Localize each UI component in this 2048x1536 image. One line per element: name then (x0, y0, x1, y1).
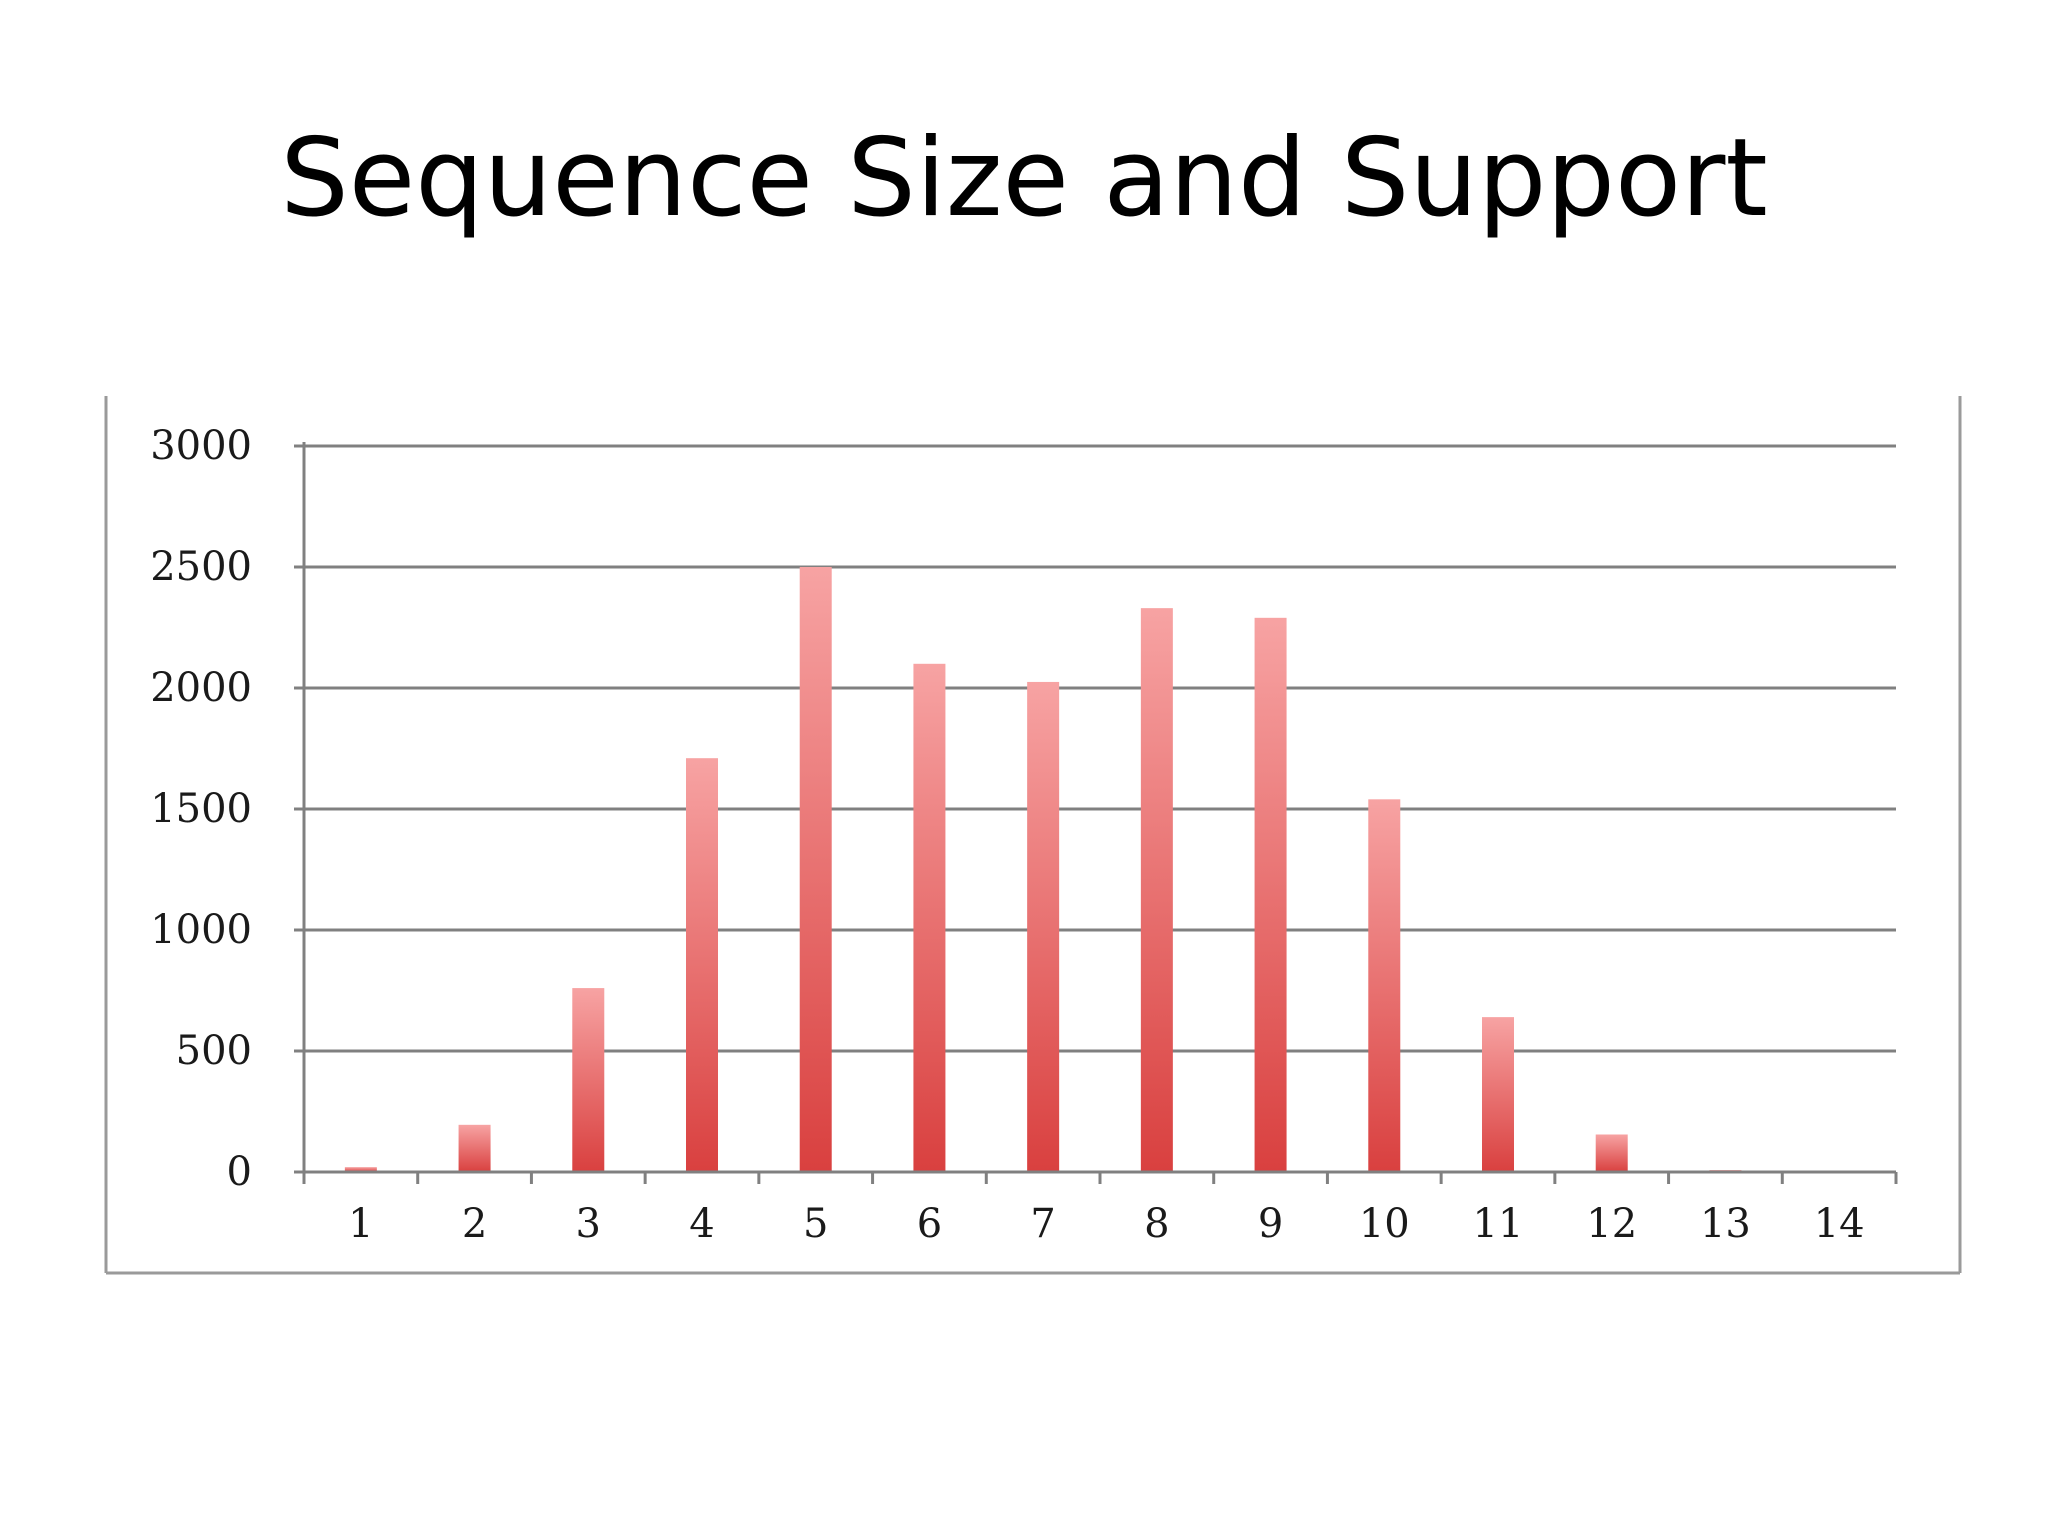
y-tick-labels: 0 500 1000 1500 2000 2500 3000 (150, 423, 252, 1195)
bar-2 (458, 1124, 491, 1172)
bar-7 (1027, 681, 1060, 1172)
bar-6 (913, 663, 946, 1172)
bar-12 (1595, 1134, 1628, 1172)
x-tick-label: 1 (348, 1201, 373, 1247)
y-tick-label: 2500 (150, 544, 252, 590)
x-tick-label: 13 (1700, 1201, 1751, 1247)
axes (302, 442, 1898, 1184)
gridlines (294, 444, 1896, 1174)
x-tick-labels: 1 2 3 4 5 6 7 8 9 10 11 12 13 14 (348, 1201, 1864, 1247)
bar-9 (1254, 617, 1287, 1172)
x-tick-label: 6 (917, 1201, 942, 1247)
x-tick-label: 9 (1258, 1201, 1283, 1247)
bar-5 (799, 567, 832, 1172)
bar-10 (1368, 799, 1401, 1172)
x-tick-label: 12 (1586, 1201, 1637, 1247)
slide-title: Sequence Size and Support (280, 116, 1768, 241)
y-tick-label: 2000 (150, 665, 252, 711)
x-tick-label: 5 (803, 1201, 828, 1247)
x-tick-label: 2 (462, 1201, 487, 1247)
bar-4 (686, 758, 718, 1172)
bars (344, 567, 1856, 1172)
x-tick-label: 3 (576, 1201, 601, 1247)
y-tick-label: 500 (176, 1028, 252, 1074)
bar-11 (1482, 1017, 1514, 1172)
chart-border (104, 396, 1962, 1275)
x-tick-label: 7 (1030, 1201, 1055, 1247)
y-tick-label: 0 (227, 1149, 252, 1195)
y-tick-label: 1500 (150, 786, 252, 832)
x-tick-label: 8 (1144, 1201, 1169, 1247)
bar-1 (344, 1167, 377, 1172)
y-tick-label: 1000 (150, 907, 252, 953)
y-tick-label: 3000 (150, 423, 252, 469)
x-tick-label: 10 (1359, 1201, 1410, 1247)
x-tick-label: 14 (1814, 1201, 1865, 1247)
x-tick-label: 11 (1473, 1201, 1524, 1247)
bar-8 (1140, 608, 1173, 1172)
x-tick-label: 4 (689, 1201, 714, 1247)
bar-3 (572, 988, 605, 1172)
